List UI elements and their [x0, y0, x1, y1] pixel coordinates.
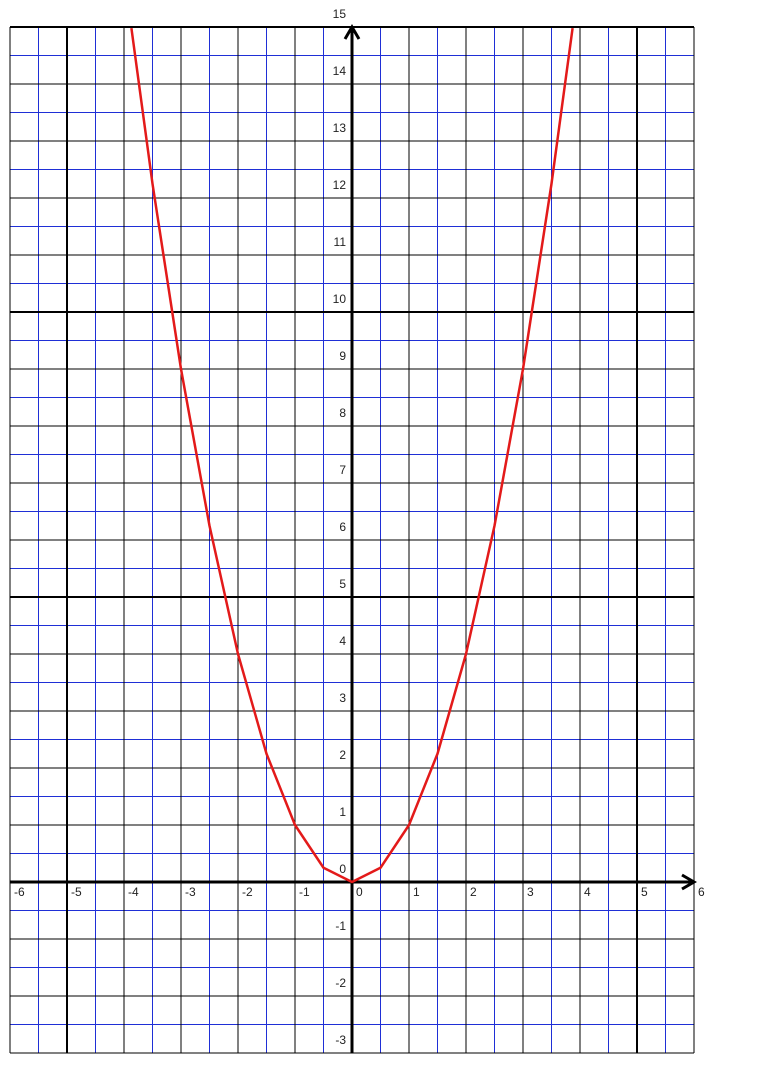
x-tick-label: 6	[698, 885, 705, 899]
y-tick-label: 13	[333, 121, 347, 135]
y-tick-label: 9	[339, 349, 346, 363]
x-tick-label: -2	[242, 885, 253, 899]
x-tick-label: 5	[641, 885, 648, 899]
y-tick-label: 14	[333, 64, 347, 78]
y-tick-label: 0	[339, 862, 346, 876]
y-tick-label: 5	[339, 577, 346, 591]
x-tick-label: -3	[185, 885, 196, 899]
x-tick-label: 1	[413, 885, 420, 899]
y-tick-label: 11	[334, 235, 347, 249]
y-tick-label: 6	[339, 520, 346, 534]
y-tick-label: 3	[339, 691, 346, 705]
x-tick-label: -1	[299, 885, 310, 899]
y-tick-label: 1	[339, 805, 346, 819]
x-tick-label: -4	[128, 885, 139, 899]
y-tick-label: 4	[339, 634, 346, 648]
y-tick-label: 8	[339, 406, 346, 420]
y-tick-label: -1	[335, 919, 346, 933]
x-axis-arrow	[681, 873, 697, 891]
x-tick-label: 0	[356, 885, 363, 899]
y-tick-label: 12	[333, 178, 347, 192]
y-axis-arrow	[343, 24, 361, 40]
series-line	[130, 27, 574, 884]
y-tick-label: 2	[339, 748, 346, 762]
y-tick-label: 10	[333, 292, 347, 306]
x-tick-label: -5	[71, 885, 82, 899]
x-tick-label: -6	[14, 885, 25, 899]
y-tick-label: -3	[335, 1033, 346, 1047]
y-tick-label: -2	[335, 976, 346, 990]
y-tick-label: 7	[339, 463, 346, 477]
x-tick-label: 4	[584, 885, 591, 899]
x-tick-label: 3	[527, 885, 534, 899]
y-tick-label: 15	[333, 7, 347, 21]
x-tick-label: 2	[470, 885, 477, 899]
